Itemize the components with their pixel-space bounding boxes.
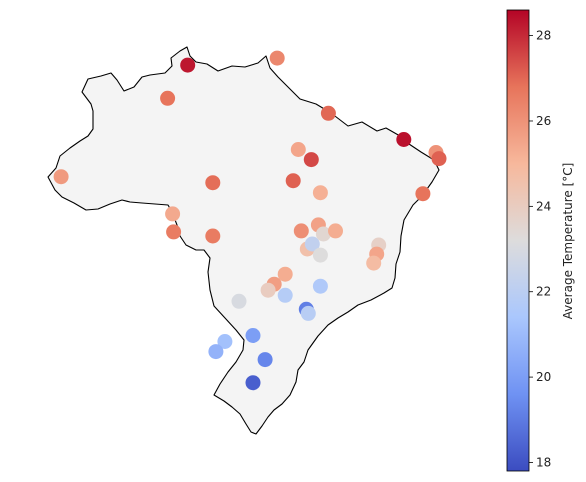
station-point [312,185,328,201]
station-point [285,173,301,189]
station-point [312,278,328,294]
station-point [231,293,247,309]
station-point [290,142,306,157]
colorbar-gradient [506,9,530,472]
scatter-points [53,50,447,391]
colorbar-ticks: 18 20 22 24 26 28 [529,29,551,469]
colorbar-tick-label: 22 [536,285,551,299]
brazil-outline [47,46,440,435]
station-point [315,226,331,242]
station-point [166,224,182,240]
station-point [205,228,221,244]
station-point [320,105,336,121]
colorbar-label: Average Temperature [°C] [561,163,575,320]
station-point [431,151,447,167]
station-point [257,352,273,368]
station-point [312,247,328,263]
colorbar-tick-label: 20 [536,370,551,384]
station-point [300,305,316,321]
station-point [303,152,319,168]
station-point [277,287,293,303]
station-point [160,90,176,106]
colorbar-tick-label: 24 [536,199,551,213]
station-point [366,255,382,271]
station-point [293,223,309,239]
station-point [245,375,261,391]
station-point [205,175,221,191]
station-point [180,57,196,73]
colorbar-tick-label: 28 [536,29,551,43]
station-point [415,186,431,202]
station-point [396,132,412,147]
station-point [208,344,224,360]
station-point [304,236,320,252]
station-point [165,206,181,222]
station-point [260,282,276,298]
station-point [269,50,285,66]
station-point [53,169,69,185]
colorbar: 18 20 22 24 26 28 Average Temperature [°C] [506,9,575,472]
colorbar-tick-label: 26 [536,114,551,128]
station-point [245,328,261,343]
station-point [328,223,343,239]
colorbar-tick-label: 18 [536,455,551,469]
station-point [217,334,233,349]
station-point [277,266,293,282]
